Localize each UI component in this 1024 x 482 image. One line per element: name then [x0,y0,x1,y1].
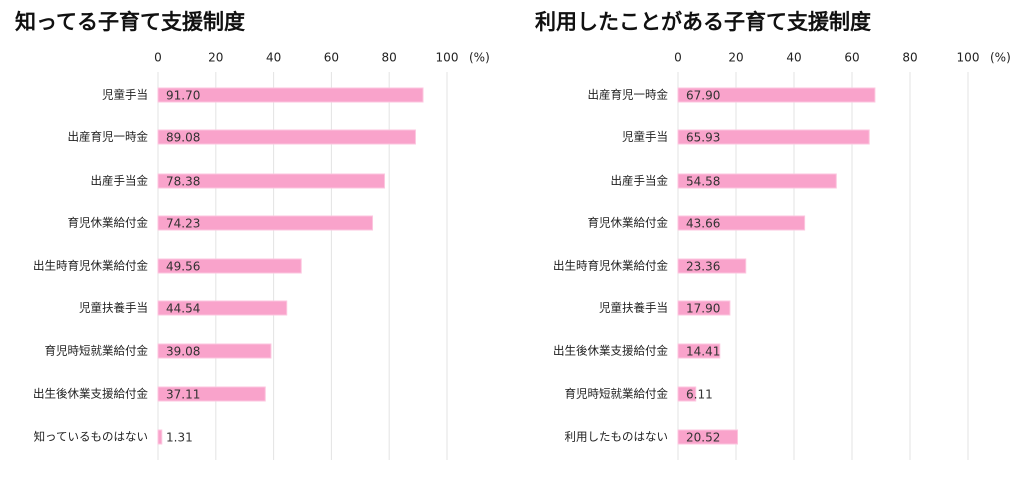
value-label: 1.31 [166,431,193,445]
x-tick-label: 60 [844,51,859,65]
x-tick-label: 40 [786,51,801,65]
category-label: 育児休業給付金 [68,216,149,230]
value-label: 20.52 [686,431,720,445]
value-label: 89.08 [166,131,200,145]
x-tick-label: 100 [957,51,980,65]
value-label: 78.38 [166,175,200,189]
category-label: 児童扶養手当 [599,301,668,315]
x-tick-label: 0 [154,51,162,65]
bar [677,343,721,359]
category-label: 児童扶養手当 [79,301,148,315]
bar [157,129,416,145]
category-label: 知っているものはない [34,430,148,444]
value-label: 74.23 [166,217,200,231]
category-label: 出生時育児休業給付金 [553,259,668,273]
value-label: 49.56 [166,260,200,274]
category-label: 育児時短就業給付金 [565,387,669,401]
value-label: 54.58 [686,175,720,189]
x-tick-label: 80 [902,51,917,65]
category-label: 育児時短就業給付金 [45,344,149,358]
chart-title: 知ってる子育て支援制度 [15,10,245,34]
category-label: 出産手当金 [91,174,149,188]
value-label: 23.36 [686,260,720,274]
value-label: 37.11 [166,388,200,402]
category-label: 出生後休業支援給付金 [33,387,148,401]
category-label: 児童手当 [102,88,148,102]
category-label: 出産手当金 [611,174,669,188]
bar [157,173,386,189]
category-label: 出産育児一時金 [68,130,149,144]
value-label: 14.41 [686,345,720,359]
category-label: 育児休業給付金 [588,216,669,230]
value-label: 67.90 [686,89,720,103]
value-label: 17.90 [686,302,720,316]
bar [157,429,163,445]
bar [677,215,806,231]
value-label: 65.93 [686,131,720,145]
bar [157,87,424,103]
x-tick-label: 60 [324,51,339,65]
x-tick-label: 80 [382,51,397,65]
bar [157,386,266,402]
value-label: 43.66 [686,217,720,231]
bar [677,87,876,103]
x-tick-label: 0 [674,51,682,65]
x-tick-label: 40 [266,51,281,65]
bar [157,343,272,359]
bar [677,258,747,274]
category-label: 出生後休業支援給付金 [553,344,668,358]
category-label: 出生時育児休業給付金 [33,259,148,273]
category-label: 出産育児一時金 [588,88,669,102]
value-label: 6.11 [686,388,713,402]
x-tick-label: 20 [208,51,223,65]
x-axis-label: (%) [990,51,1011,65]
x-axis-label: (%) [469,51,490,65]
bar [677,429,739,445]
bar [157,300,288,316]
x-tick-label: 100 [436,51,459,65]
value-label: 91.70 [166,89,200,103]
bar [157,258,302,274]
bar [677,386,697,402]
category-label: 利用したものはない [565,430,669,444]
bar [677,300,731,316]
bar [677,129,870,145]
bar [677,173,837,189]
value-label: 44.54 [166,302,200,316]
category-label: 児童手当 [622,130,668,144]
bar [157,215,374,231]
value-label: 39.08 [166,345,200,359]
chart-title: 利用したことがある子育て支援制度 [535,10,871,34]
x-tick-label: 20 [728,51,743,65]
